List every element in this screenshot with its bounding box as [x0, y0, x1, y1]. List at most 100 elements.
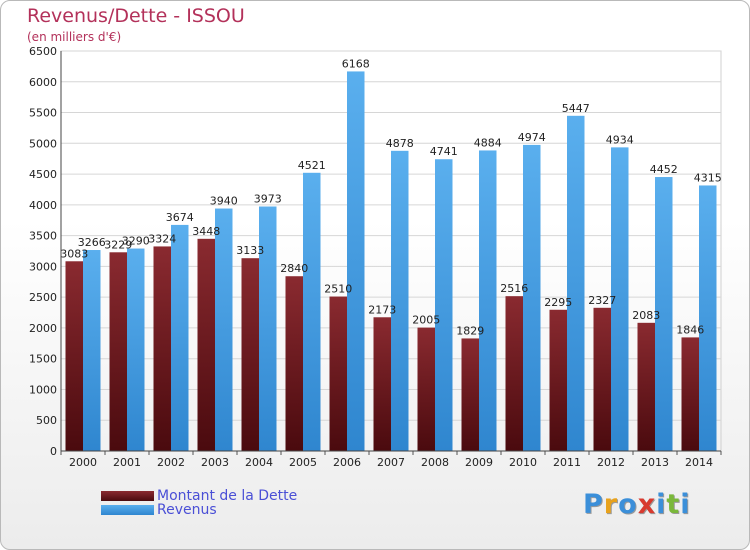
logo-letter: t: [666, 489, 681, 520]
value-label-dette: 2510: [324, 283, 352, 296]
value-label-revenus: 3674: [166, 211, 194, 224]
x-tick-label: 2003: [201, 456, 229, 469]
value-label-dette: 2516: [500, 282, 528, 295]
y-tick-label: 1000: [29, 383, 57, 396]
bar-dette: [461, 338, 479, 451]
value-label-dette: 1829: [456, 324, 484, 337]
bar-dette: [285, 276, 303, 451]
bar-revenus: [611, 147, 629, 451]
bar-revenus: [567, 115, 585, 452]
value-label-revenus: 3973: [254, 193, 282, 206]
value-label-revenus: 4741: [430, 145, 458, 158]
bar-dette: [153, 246, 171, 451]
logo-letter: x: [637, 489, 657, 520]
value-label-revenus: 4315: [694, 171, 722, 184]
bar-revenus: [259, 206, 277, 451]
y-tick-label: 0: [50, 445, 57, 458]
value-label-dette: 2083: [632, 309, 660, 322]
legend-item-dette: Montant de la Dette: [101, 488, 297, 504]
proxiti-logo: Proxiti: [583, 489, 691, 520]
bar-dette: [637, 322, 655, 451]
y-tick-label: 5000: [29, 137, 57, 150]
bar-dette: [65, 261, 83, 451]
bar-revenus: [435, 159, 453, 451]
value-label-revenus: 3940: [210, 195, 238, 208]
logo-letter: P: [583, 489, 604, 520]
value-label-revenus: 3266: [78, 236, 106, 249]
bar-revenus: [83, 250, 101, 451]
x-tick-label: 2013: [641, 456, 669, 469]
value-label-revenus: 4452: [650, 163, 678, 176]
bar-revenus: [127, 248, 145, 451]
bar-dette: [197, 238, 215, 451]
y-tick-label: 4000: [29, 199, 57, 212]
value-label-revenus: 6168: [342, 57, 370, 70]
value-label-dette: 3324: [148, 232, 176, 245]
bar-revenus: [171, 224, 189, 451]
legend-label-dette: Montant de la Dette: [157, 488, 298, 504]
legend-swatch-dette: [101, 491, 154, 501]
chart-subtitle: (en milliers d'€): [27, 30, 122, 44]
bar-dette: [241, 258, 259, 451]
value-label-dette: 2327: [588, 294, 616, 307]
bar-revenus: [699, 185, 717, 451]
x-tick-label: 2002: [157, 456, 185, 469]
value-label-dette: 3083: [60, 247, 88, 260]
logo-letter: i: [656, 489, 667, 520]
logo-letter: o: [618, 489, 638, 520]
legend-swatch-revenus: [101, 505, 154, 515]
bar-dette: [109, 252, 127, 451]
axes: 0 500 1000 1500 2000 2500 3000 3500 4000 4500 5000…: [29, 45, 722, 469]
bar-revenus: [655, 177, 673, 451]
value-label-dette: 2295: [544, 296, 572, 309]
bar-revenus: [479, 150, 497, 451]
x-tick-label: 2012: [597, 456, 625, 469]
chart-title: Revenus/Dette - ISSOU: [27, 5, 245, 27]
x-tick-label: 2000: [69, 456, 97, 469]
bar-dette: [681, 337, 699, 451]
y-tick-label: 3000: [29, 260, 57, 273]
logo-letter: i: [680, 489, 691, 520]
bar-revenus: [391, 150, 409, 452]
bars: [65, 71, 717, 452]
bar-dette: [329, 296, 347, 451]
bar-dette: [417, 327, 435, 451]
value-label-revenus: 3290: [122, 235, 150, 248]
bar-revenus: [215, 208, 233, 451]
value-label-dette: 2173: [368, 303, 396, 316]
value-label-revenus: 4974: [518, 131, 546, 144]
bar-dette: [549, 309, 567, 451]
value-label-dette: 3133: [236, 244, 264, 257]
x-tick-label: 2014: [685, 456, 713, 469]
value-label-dette: 2005: [412, 314, 440, 327]
logo-letter: r: [603, 489, 619, 520]
value-label-dette: 1846: [676, 323, 704, 336]
y-tick-label: 4500: [29, 168, 57, 181]
y-tick-label: 1500: [29, 353, 57, 366]
bar-revenus: [303, 172, 321, 452]
legend-item-revenus: Revenus: [101, 502, 217, 518]
x-tick-label: 2001: [113, 456, 141, 469]
y-tick-label: 6000: [29, 76, 57, 89]
x-tick-label: 2011: [553, 456, 581, 469]
x-tick-label: 2007: [377, 456, 405, 469]
bar-dette: [373, 317, 391, 451]
x-tick-label: 2005: [289, 456, 317, 469]
bar-revenus: [523, 144, 541, 451]
value-label-dette: 3448: [192, 225, 220, 238]
y-tick-label: 3500: [29, 230, 57, 243]
value-label-dette: 3229: [104, 238, 132, 251]
y-tick-label: 5500: [29, 107, 57, 120]
x-tick-label: 2009: [465, 456, 493, 469]
x-tick-label: 2006: [333, 456, 361, 469]
bar-revenus: [347, 71, 365, 451]
x-tick-label: 2004: [245, 456, 273, 469]
value-label-revenus: 4884: [474, 136, 502, 149]
value-label-revenus: 5447: [562, 102, 590, 115]
bar-dette: [505, 296, 523, 451]
value-label-dette: 2840: [280, 262, 308, 275]
bar-dette: [593, 307, 611, 451]
